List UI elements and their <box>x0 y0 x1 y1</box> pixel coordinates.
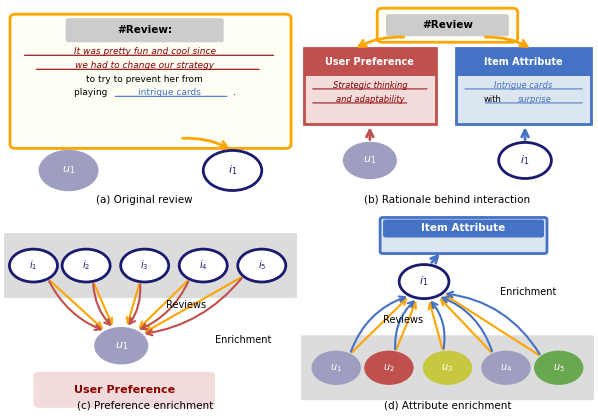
Text: Enrichment: Enrichment <box>500 287 557 297</box>
Text: we had to change our strategy: we had to change our strategy <box>75 61 214 70</box>
Text: intrigue cards: intrigue cards <box>138 88 201 97</box>
Text: surprise: surprise <box>518 95 552 104</box>
Text: Item Attribute: Item Attribute <box>422 223 506 233</box>
Text: User Preference: User Preference <box>74 385 175 395</box>
FancyBboxPatch shape <box>66 18 224 42</box>
Text: to try to prevent her from: to try to prevent her from <box>86 75 203 84</box>
Text: User Preference: User Preference <box>325 57 414 67</box>
Text: $i_2$: $i_2$ <box>82 259 90 272</box>
FancyBboxPatch shape <box>298 335 597 400</box>
Text: It was pretty fun and cool since: It was pretty fun and cool since <box>74 47 216 56</box>
FancyBboxPatch shape <box>386 14 509 36</box>
Text: Reviews: Reviews <box>383 314 423 324</box>
Text: Reviews: Reviews <box>166 300 206 310</box>
FancyBboxPatch shape <box>304 48 436 124</box>
Circle shape <box>423 352 471 384</box>
Circle shape <box>312 352 360 384</box>
Text: $i_1$: $i_1$ <box>29 259 38 272</box>
Circle shape <box>238 249 286 282</box>
Circle shape <box>535 352 582 384</box>
Text: (a) Original review: (a) Original review <box>96 195 193 205</box>
FancyBboxPatch shape <box>1 233 300 298</box>
Text: $u_1$: $u_1$ <box>62 165 75 176</box>
Text: $i_4$: $i_4$ <box>199 259 208 272</box>
Circle shape <box>10 249 57 282</box>
Text: Item Attribute: Item Attribute <box>484 57 563 67</box>
Text: with: with <box>484 95 502 104</box>
FancyBboxPatch shape <box>304 48 436 76</box>
Circle shape <box>343 142 396 178</box>
Circle shape <box>179 249 227 282</box>
Circle shape <box>121 249 169 282</box>
Text: and adaptability: and adaptability <box>335 95 404 104</box>
Circle shape <box>482 352 530 384</box>
Circle shape <box>62 249 110 282</box>
Text: Intrigue cards: Intrigue cards <box>495 81 553 90</box>
FancyBboxPatch shape <box>383 220 544 238</box>
Text: $u_5$: $u_5$ <box>553 362 565 374</box>
Text: Enrichment: Enrichment <box>215 335 271 345</box>
Text: (c) Preference enrichment: (c) Preference enrichment <box>77 401 213 411</box>
Text: $i_1$: $i_1$ <box>419 275 429 288</box>
Text: $u_2$: $u_2$ <box>383 362 395 374</box>
Circle shape <box>39 151 98 191</box>
Circle shape <box>399 265 449 299</box>
Text: $u_4$: $u_4$ <box>500 362 512 374</box>
Text: $u_3$: $u_3$ <box>441 362 453 374</box>
FancyBboxPatch shape <box>377 8 518 42</box>
Text: #Review: #Review <box>422 20 473 30</box>
Text: Strategic thinking: Strategic thinking <box>332 81 407 90</box>
Text: $i_5$: $i_5$ <box>258 259 266 272</box>
Circle shape <box>203 151 262 191</box>
Circle shape <box>499 142 551 178</box>
Text: (b) Rationale behind interaction: (b) Rationale behind interaction <box>364 195 530 205</box>
FancyBboxPatch shape <box>380 218 547 253</box>
Text: $u_1$: $u_1$ <box>330 362 342 374</box>
Circle shape <box>365 352 413 384</box>
Text: $i_3$: $i_3$ <box>141 259 149 272</box>
Text: playing: playing <box>74 88 110 97</box>
FancyBboxPatch shape <box>456 48 591 76</box>
Text: $u_1$: $u_1$ <box>363 155 377 166</box>
FancyBboxPatch shape <box>456 48 591 124</box>
Text: $i_1$: $i_1$ <box>520 154 530 167</box>
Text: .: . <box>233 88 236 97</box>
Text: $i_1$: $i_1$ <box>228 163 237 177</box>
Text: $u_1$: $u_1$ <box>115 340 128 352</box>
Text: #Review:: #Review: <box>117 25 172 35</box>
Circle shape <box>95 328 148 364</box>
FancyBboxPatch shape <box>10 14 291 149</box>
Text: (d) Attribute enrichment: (d) Attribute enrichment <box>384 401 511 411</box>
FancyBboxPatch shape <box>33 372 215 408</box>
